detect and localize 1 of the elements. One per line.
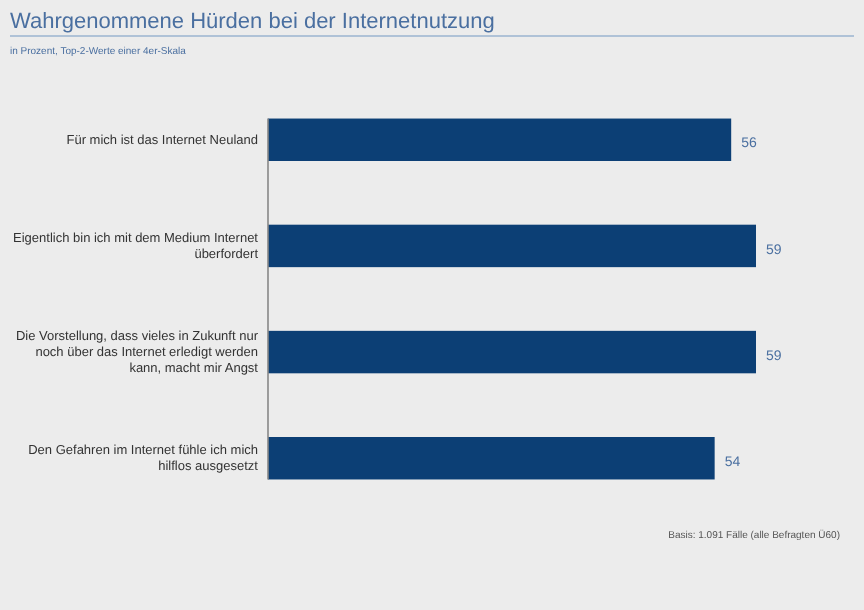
chart-title: Wahrgenommene Hürden bei der Internetnutzung	[10, 10, 495, 34]
